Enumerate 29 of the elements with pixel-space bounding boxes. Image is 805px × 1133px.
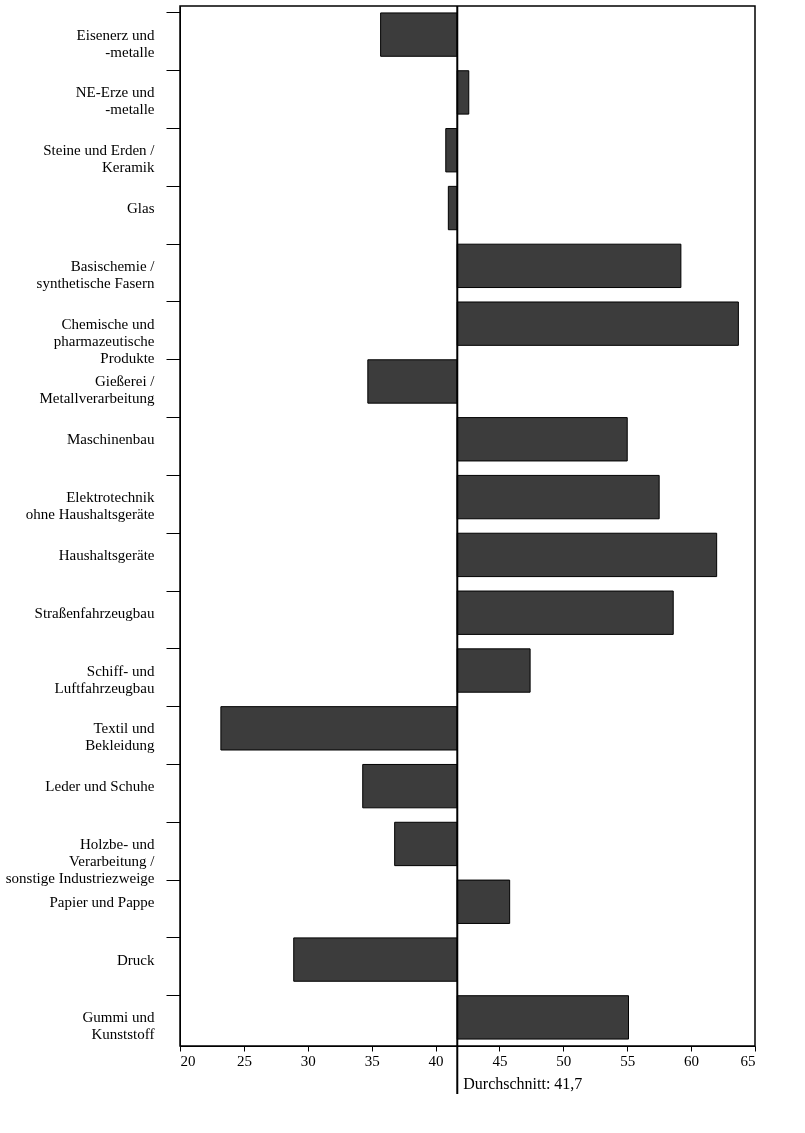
y-tick-label: Leder und Schuhe xyxy=(45,778,155,795)
ref-line-label: Durchschnitt: 41,7 xyxy=(463,1075,583,1092)
x-tick-label: 35 xyxy=(364,1052,380,1069)
y-tick-label: Holzbe- und Verarbeitung / sonstige Industriezweige xyxy=(5,835,156,886)
y-tick-label: Schiff- und Luftfahrzeugbau xyxy=(54,662,155,696)
y-tick-label: Papier und Pappe xyxy=(49,893,155,910)
y-tick-label: Steine und Erden / Keramik xyxy=(43,142,156,176)
x-tick-label: 25 xyxy=(236,1052,252,1069)
y-tick-label: Gießerei / Metallverarbeitung xyxy=(39,373,156,407)
x-tick-label: 20 xyxy=(180,1052,196,1069)
x-tick-label: 40 xyxy=(428,1052,444,1069)
y-tick-label: Glas xyxy=(127,200,155,217)
x-tick-label: 55 xyxy=(620,1052,636,1069)
x-tick-label: 60 xyxy=(684,1052,700,1069)
y-tick-label: Druck xyxy=(117,951,155,968)
x-tick-label: 65 xyxy=(740,1052,756,1069)
y-tick-label: Straßenfahrzeugbau xyxy=(34,604,155,621)
x-tick-label: 50 xyxy=(556,1052,572,1069)
y-tick-label: Haushaltsgeräte xyxy=(58,546,155,563)
x-tick-label: 45 xyxy=(492,1052,508,1069)
y-tick-label: Elektrotechnik ohne Haushaltsgeräte xyxy=(25,489,155,523)
y-tick-label: Textil und Bekleidung xyxy=(85,720,155,754)
y-tick-label: Basischemie / synthetische Fasern xyxy=(36,257,156,291)
y-tick-label: Maschinenbau xyxy=(67,431,155,448)
x-tick-label: 30 xyxy=(300,1052,316,1069)
y-tick-label: NE-Erze und -metalle xyxy=(75,84,155,118)
y-tick-label: Gummi und Kunststoff xyxy=(82,1009,155,1043)
y-tick-label: Chemische und pharmazeutische Produkte xyxy=(53,315,155,366)
y-tick-label: Eisenerz und -metalle xyxy=(76,26,155,60)
